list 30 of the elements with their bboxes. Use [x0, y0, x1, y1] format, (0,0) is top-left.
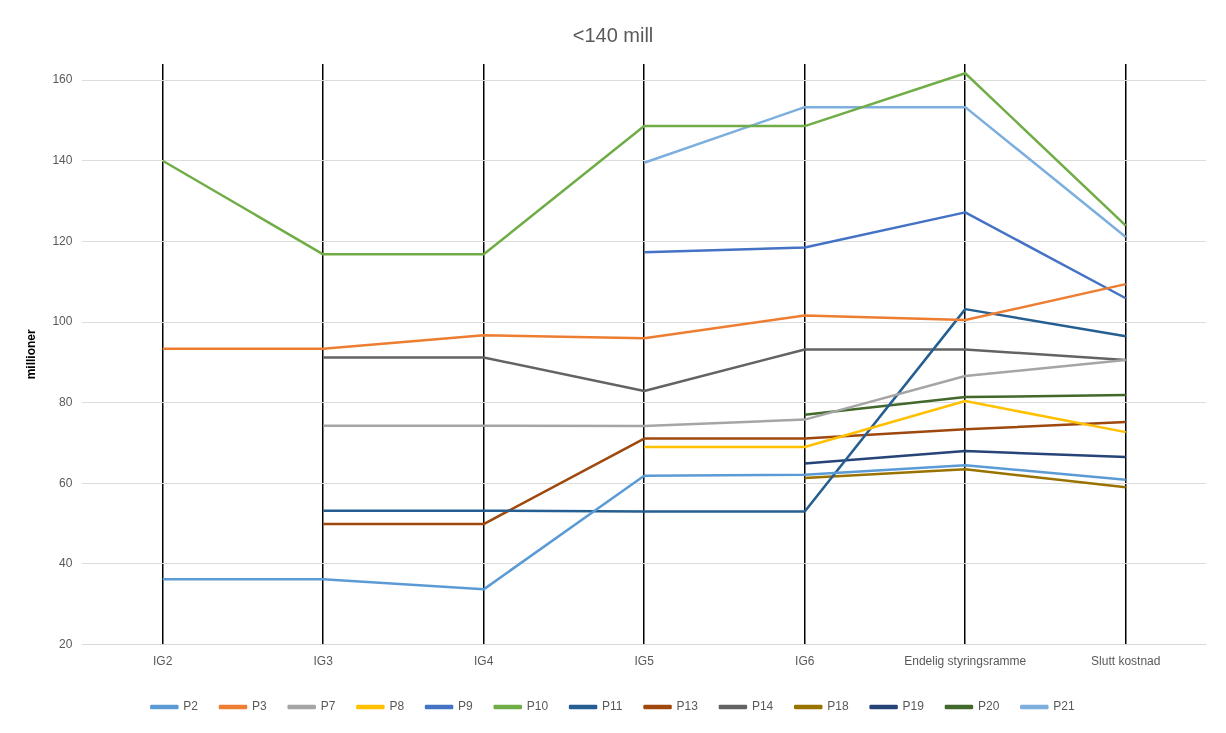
x-tick-label: IG5	[634, 654, 655, 669]
legend-label: P21	[1053, 699, 1075, 714]
legend-label: P20	[977, 699, 1000, 714]
y-tick-label: 60	[59, 475, 73, 490]
x-tick-label: IG4	[474, 654, 494, 669]
legend-label: P7	[320, 699, 336, 714]
legend-label: P19	[902, 699, 925, 714]
y-tick-label: 20	[59, 636, 73, 651]
chart-title: <140 mill	[572, 23, 654, 46]
y-tick-label: 140	[52, 153, 73, 168]
x-tick-label: Slutt kostnad	[1091, 654, 1161, 669]
y-tick-label: 40	[59, 556, 73, 571]
y-tick-label: 100	[52, 314, 73, 329]
x-tick-label: Endelig styringsramme	[904, 654, 1027, 669]
y-tick-label: 80	[59, 395, 73, 409]
legend-label: P18	[827, 699, 849, 714]
legend-label: P8	[389, 699, 405, 714]
legend-label: P11	[602, 699, 623, 714]
x-tick-label: IG6	[795, 654, 815, 669]
legend-label: P14	[751, 699, 774, 714]
legend-label: P9	[458, 699, 474, 714]
y-tick-label: 160	[52, 72, 73, 87]
legend-label: P3	[252, 699, 268, 714]
y-axis-title: millioner	[23, 328, 38, 380]
legend-label: P13	[676, 699, 699, 714]
y-tick-label: 120	[52, 233, 73, 248]
legend-label: P10	[526, 699, 549, 714]
legend-label: P2	[183, 699, 199, 714]
x-tick-label: IG2	[153, 654, 173, 669]
x-tick-label: IG3	[313, 654, 334, 669]
